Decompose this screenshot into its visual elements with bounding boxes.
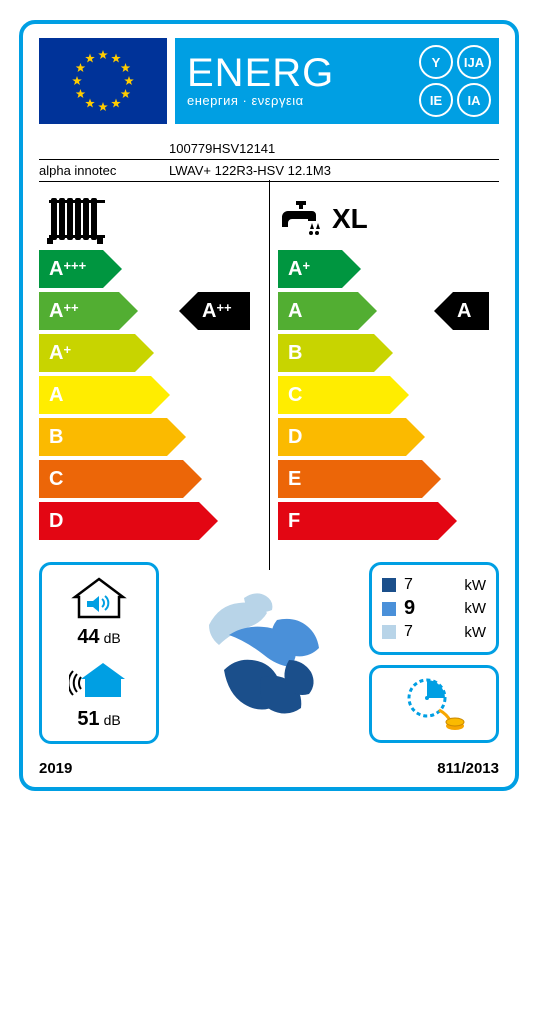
rating-row: A	[39, 376, 250, 414]
outdoor-db-value: 51	[77, 708, 99, 730]
radiator-icon	[47, 194, 107, 244]
climate-zone-swatch	[382, 625, 396, 639]
power-unit: kW	[464, 600, 486, 617]
rating-arrow: D	[278, 418, 489, 456]
rating-row: B	[39, 418, 250, 456]
power-unit: kW	[464, 577, 486, 594]
rating-arrow: E	[278, 460, 489, 498]
rating-arrow: C	[278, 376, 489, 414]
rating-row: C	[278, 376, 489, 414]
sound-outdoor-icon	[69, 657, 129, 703]
rating-row: A+++	[39, 250, 250, 288]
energ-banner: ENERG енергия · ενεργεια YIJAIEIA	[175, 38, 499, 124]
power-value: 7	[404, 576, 456, 594]
power-unit: kW	[464, 624, 486, 641]
selected-rating: A	[453, 292, 489, 330]
power-box: 7 kW 9 kW 7 kW	[369, 562, 499, 655]
off-peak-box	[369, 665, 499, 743]
power-row: 7 kW	[382, 623, 486, 641]
product-code: 100779HSV12141	[169, 141, 275, 156]
rating-arrow: A+	[39, 334, 250, 372]
bottom-row: 44 dB 51 dB	[39, 562, 499, 744]
energy-label: ENERG енергия · ενεργεια YIJAIEIA 100779…	[19, 20, 519, 791]
rating-arrow: D	[39, 502, 250, 540]
energ-title: ENERG	[187, 55, 419, 91]
heating-rating-col: A+++ A++A++ A+ ABCD	[39, 250, 260, 540]
rating-row: F	[278, 502, 489, 540]
rating-row: E	[278, 460, 489, 498]
selected-rating: A++	[198, 292, 250, 330]
outdoor-db-unit: dB	[104, 712, 121, 728]
power-row: 9 kW	[382, 597, 486, 620]
rating-arrow: B	[278, 334, 489, 372]
lang-circle: Y	[419, 45, 453, 79]
language-circles: YIJAIEIA	[419, 45, 491, 117]
rating-row: A+	[39, 334, 250, 372]
rating-arrow: A	[39, 376, 250, 414]
climate-zone-swatch	[382, 602, 396, 616]
lang-circle: IE	[419, 83, 453, 117]
rating-arrow: A+++	[39, 250, 250, 288]
rating-row: AA	[278, 292, 489, 330]
rating-row: A+	[278, 250, 489, 288]
product-model: LWAV+ 122R3-HSV 12.1M3	[169, 163, 331, 178]
water-size: XL	[332, 203, 368, 235]
energ-subtitle: енергия · ενεργεια	[187, 93, 419, 108]
indoor-db-unit: dB	[104, 630, 121, 646]
ratings-row: A+++A++A++A+ABCD A+AABCDEF	[39, 250, 499, 540]
indoor-db-value: 44	[77, 626, 99, 648]
rating-row: B	[278, 334, 489, 372]
rating-arrow: F	[278, 502, 489, 540]
eu-flag-icon	[39, 38, 167, 124]
rating-row: A++A++	[39, 292, 250, 330]
footer: 2019 811/2013	[39, 760, 499, 777]
climate-zone-swatch	[382, 578, 396, 592]
sound-indoor-icon	[69, 575, 129, 621]
lang-circle: IJA	[457, 45, 491, 79]
water-rating-col: A+ AA BCDEF	[260, 250, 499, 540]
product-brand: alpha innotec	[39, 163, 169, 178]
product-info: 100779HSV12141 alpha innotec LWAV+ 122R3…	[39, 138, 499, 182]
rating-arrow: C	[39, 460, 250, 498]
rating-arrow: B	[39, 418, 250, 456]
power-row: 7 kW	[382, 576, 486, 594]
rating-row: D	[278, 418, 489, 456]
tap-icon	[282, 199, 322, 239]
power-value: 7	[404, 623, 456, 641]
rating-row: D	[39, 502, 250, 540]
footer-regulation: 811/2013	[437, 760, 499, 777]
sound-box: 44 dB 51 dB	[39, 562, 159, 744]
rating-row: C	[39, 460, 250, 498]
lang-circle: IA	[457, 83, 491, 117]
rating-arrow: A+	[278, 250, 489, 288]
header: ENERG енергия · ενεργεια YIJAIEIA	[39, 38, 499, 124]
power-value: 9	[404, 597, 456, 620]
europe-map	[169, 562, 359, 730]
footer-year: 2019	[39, 760, 72, 777]
